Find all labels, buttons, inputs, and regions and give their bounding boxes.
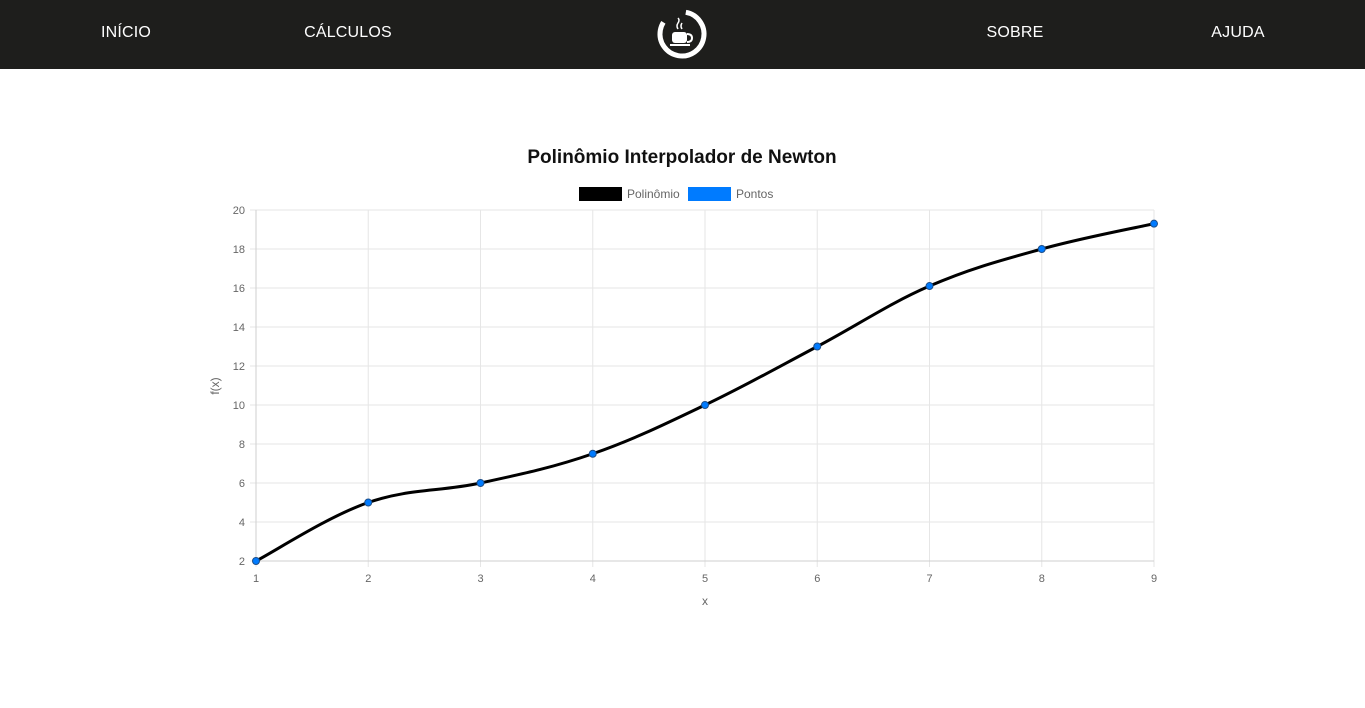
y-tick-label: 14: [233, 322, 245, 334]
y-tick-label: 16: [233, 283, 245, 295]
data-point[interactable]: [1150, 219, 1158, 228]
y-tick-label: 12: [233, 361, 245, 373]
data-point[interactable]: [588, 449, 597, 458]
data-point[interactable]: [252, 557, 260, 565]
x-tick-label: 7: [926, 573, 932, 585]
x-tick-label: 4: [590, 573, 596, 585]
legend-swatch[interactable]: [579, 187, 622, 201]
x-tick-label: 3: [477, 573, 483, 585]
nav-calculos-link[interactable]: CÁLCULOS: [304, 24, 392, 41]
x-tick-label: 1: [253, 573, 259, 585]
x-axis-label: x: [702, 594, 708, 608]
x-tick-label: 8: [1039, 573, 1045, 585]
y-tick-label: 4: [239, 517, 245, 529]
y-tick-label: 18: [233, 244, 245, 256]
legend-swatch[interactable]: [688, 187, 731, 201]
chart-title: Polinômio Interpolador de Newton: [527, 147, 836, 168]
nav-ajuda-link[interactable]: AJUDA: [1211, 24, 1265, 41]
x-tick-label: 2: [365, 573, 371, 585]
top-navbar: INÍCIO CÁLCULOS SOBRE AJUDA: [0, 0, 1365, 69]
chart-container: Polinômio Interpolador de Newton Polinôm…: [0, 69, 1365, 703]
logo-graphic: [657, 9, 707, 59]
data-point[interactable]: [476, 479, 485, 487]
data-point[interactable]: [813, 342, 822, 351]
x-tick-label: 6: [814, 573, 820, 585]
data-point[interactable]: [701, 401, 709, 409]
y-tick-label: 10: [233, 400, 245, 412]
x-tick-label: 5: [702, 573, 708, 585]
coffee-cup-logo-icon[interactable]: [654, 5, 710, 63]
legend-label[interactable]: Pontos: [736, 187, 773, 201]
y-tick-label: 2: [239, 556, 245, 568]
nav-inicio-link[interactable]: INÍCIO: [100, 24, 152, 41]
data-point[interactable]: [925, 282, 934, 291]
nav-sobre-link[interactable]: SOBRE: [986, 24, 1044, 41]
y-axis-label: f(x): [208, 377, 222, 394]
newton-polynomial-chart: Polinômio Interpolador de Newton Polinôm…: [208, 147, 1158, 608]
grid: [250, 209, 1155, 567]
data-point[interactable]: [364, 498, 373, 507]
legend-label[interactable]: Polinômio: [627, 187, 680, 201]
y-tick-label: 8: [239, 439, 245, 451]
x-tick-label: 9: [1151, 573, 1157, 585]
y-tick-label: 6: [239, 478, 245, 490]
data-point[interactable]: [1037, 245, 1046, 253]
series: [252, 219, 1158, 565]
y-tick-label: 20: [233, 205, 245, 217]
legend[interactable]: Polinômio Pontos: [579, 187, 773, 201]
